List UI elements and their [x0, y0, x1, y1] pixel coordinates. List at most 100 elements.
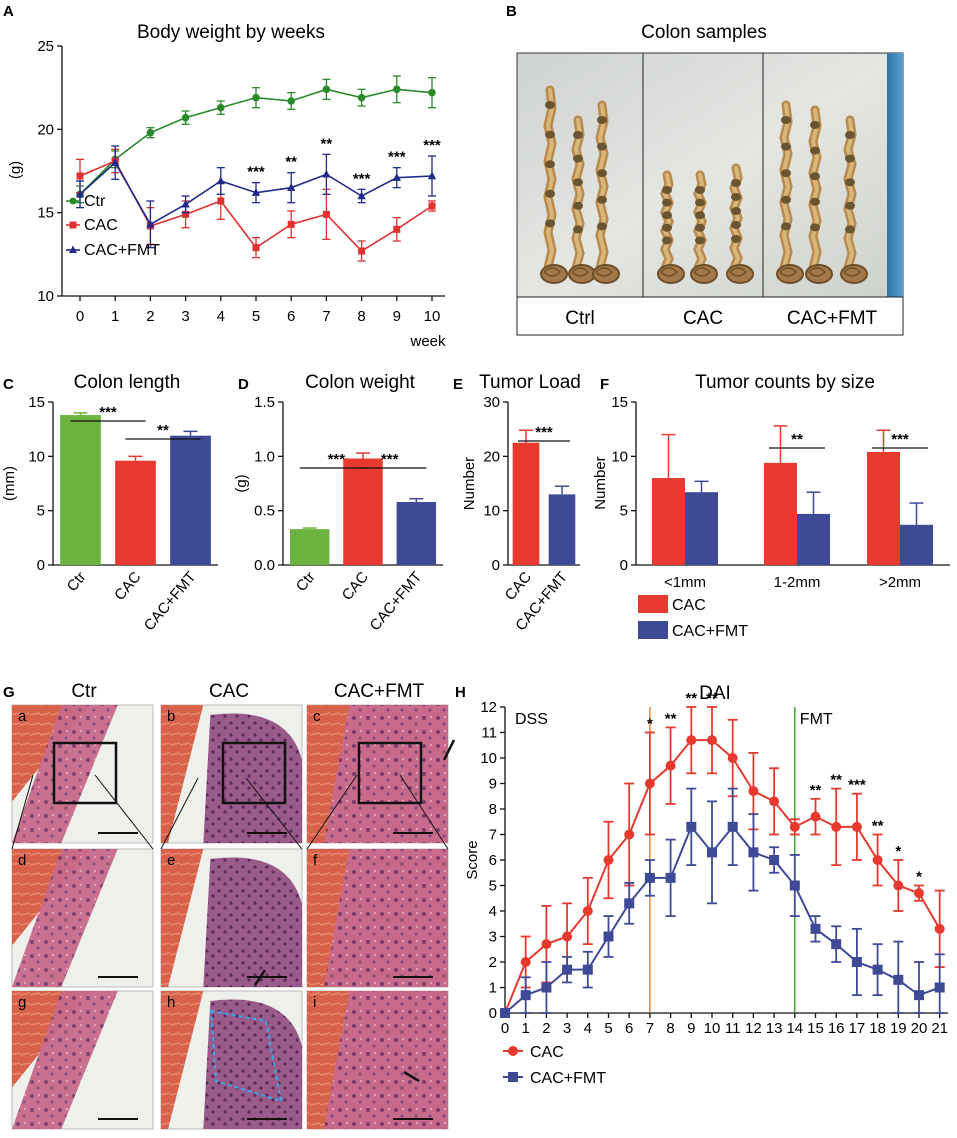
chart-a-point: [393, 85, 401, 94]
chart-h-point: [686, 735, 697, 746]
chart-h-x-tick-label: 7: [646, 1020, 654, 1037]
colon-coil-detail: [543, 267, 562, 277]
chart-e-y-tick-label: 10: [483, 503, 500, 520]
chart-h-x-tick-label: 11: [725, 1020, 741, 1037]
ruler-image: [887, 53, 903, 297]
chart-c-bar-1: [115, 460, 156, 565]
chart-h-point: [748, 786, 759, 797]
tissue-mucosa: [323, 705, 448, 843]
histology-tile-e: e: [160, 848, 303, 988]
colon-nodule: [731, 179, 741, 187]
zoom-connector: [306, 774, 358, 850]
chart-h-point: [748, 847, 759, 858]
chart-a-legend-label: CAC+FMT: [84, 242, 160, 259]
chart-h-y-tick-label: 6: [489, 852, 497, 869]
arrow-indicator: [253, 969, 267, 986]
chart-d-bar-1: [343, 458, 383, 565]
chart-h-point: [934, 923, 945, 934]
chart-h-x-tick-label: 6: [625, 1020, 633, 1037]
chart-a-point: [427, 171, 437, 180]
chart-h-point: [893, 974, 904, 985]
colon-nodule: [695, 223, 705, 232]
tissue-crypts: [12, 849, 118, 987]
chart-f-bar: [764, 462, 797, 565]
colon-specimen: [597, 103, 607, 270]
chart-h-x-tick-label: 3: [563, 1020, 571, 1037]
histology-tile-a: a: [11, 704, 154, 844]
chart-h-y-tick-label: 12: [480, 699, 497, 716]
chart-d-bar-2: [396, 501, 437, 565]
chart-h-x-tick-label: 9: [687, 1020, 695, 1037]
colon-nodule: [810, 223, 820, 232]
photo-label-cac: CAC: [683, 308, 723, 329]
chart-a-point: [287, 220, 295, 228]
colon-nodule: [695, 236, 705, 245]
chart-a-point: [216, 176, 225, 185]
chart-a-significance: **: [285, 154, 297, 171]
chart-h-point: [665, 872, 676, 883]
chart-e-bar-0: [512, 442, 540, 565]
tissue-muscle: [161, 849, 204, 987]
chart-d-y-tick-label: 0.0: [254, 557, 275, 574]
panel-letter-d: D: [238, 376, 249, 393]
tissue-mucosa: [323, 991, 448, 1129]
chart-f-legend-label: CAC: [672, 597, 706, 614]
colon-nodule: [545, 189, 555, 198]
colon-nodule: [781, 222, 791, 231]
chart-c-x-tick-label: Ctr: [64, 569, 90, 595]
colon-coil-detail: [808, 267, 827, 277]
chart-a-point: [393, 225, 401, 233]
chart-h-point: [582, 964, 593, 975]
chart-h-x-tick-label: 5: [604, 1020, 612, 1037]
colon-nodule: [695, 198, 705, 207]
chart-h-series-line-CAC: [504, 739, 941, 1014]
tile-letter: i: [313, 994, 316, 1011]
chart-a-point: [251, 188, 261, 196]
chart-h-point: [624, 829, 635, 840]
chart-a-legend-label: CAC: [84, 217, 118, 234]
colon-nodule: [597, 116, 607, 124]
chart-a-point: [287, 183, 296, 191]
chart-a-point: [428, 88, 436, 97]
tissue-tumor: [203, 713, 302, 843]
chart-a-point: [322, 169, 331, 178]
histology-tiles: a b c d e f g h i: [11, 704, 456, 1130]
chart-f-significance: ***: [891, 431, 909, 448]
tissue-crypts: [12, 991, 118, 1129]
chart-h-y-tick-label: 2: [489, 954, 497, 971]
colon-photo-title: Colon samples: [641, 22, 767, 43]
chart-h-significance: **: [872, 818, 884, 835]
colon-nodule: [845, 178, 855, 187]
chart-h-point: [644, 778, 655, 789]
chart-f-legend-label: CAC+FMT: [672, 623, 748, 640]
chart-f-y-tick-label: 15: [611, 394, 628, 411]
colon-nodule: [662, 211, 672, 220]
colon-specimen: [810, 108, 820, 270]
chart-a-point: [322, 210, 330, 218]
zoom-connector: [245, 777, 303, 850]
chart-f-y-tick-label: 10: [611, 448, 628, 465]
colon-nodule: [731, 221, 741, 229]
chart-h-point: [727, 753, 738, 763]
chart-a-point: [357, 191, 366, 200]
chart-a-point: [358, 247, 366, 255]
chart-h-significance: **: [665, 710, 677, 727]
chart-a-x-tick-label: 2: [146, 308, 154, 325]
chart-h-x-tick-label: 2: [542, 1020, 550, 1037]
colon-nodule: [597, 195, 607, 204]
chart-f-x-tick-label: <1mm: [664, 574, 706, 591]
photo-label-strip: [516, 296, 904, 336]
chart-f-y-label: Number: [592, 456, 609, 509]
chart-h-significance: **: [685, 690, 697, 707]
chart-h-x-tick-label: 1: [522, 1020, 530, 1037]
chart-a-point: [75, 189, 85, 198]
colon-specimen: [845, 118, 855, 270]
colon-nodule: [662, 198, 672, 207]
chart-a-x-tick-label: 9: [393, 308, 401, 325]
chart-d-x-tick-label: CAC: [339, 569, 372, 604]
chart-h-point: [872, 964, 883, 975]
colon-nodule: [545, 130, 555, 139]
chart-a-y-tick-label: 25: [37, 38, 54, 55]
chart-h-point: [562, 931, 573, 942]
chart-h-significance: *: [895, 843, 901, 860]
